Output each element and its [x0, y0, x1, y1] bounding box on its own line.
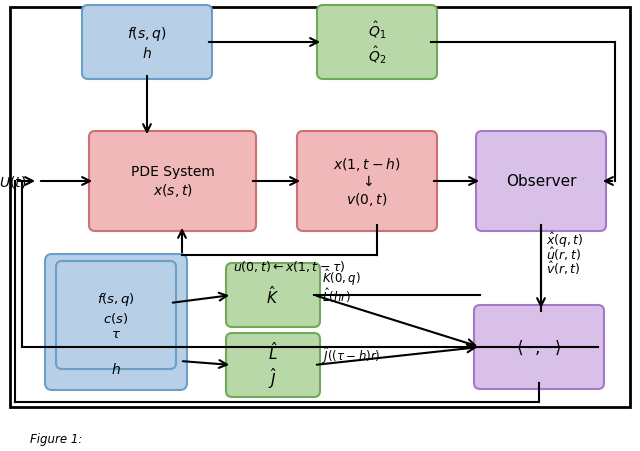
Text: $\hat{J}((\tau-h)r)$: $\hat{J}((\tau-h)r)$	[322, 345, 381, 366]
Text: $f(s,q)$
$c(s)$
$\tau$: $f(s,q)$ $c(s)$ $\tau$	[97, 290, 135, 340]
FancyBboxPatch shape	[226, 333, 320, 397]
Text: Figure 1:: Figure 1:	[30, 433, 83, 446]
Text: $\hat{K}$: $\hat{K}$	[266, 285, 280, 306]
FancyBboxPatch shape	[476, 132, 606, 231]
Text: $h$: $h$	[111, 362, 121, 377]
Text: $\hat{K}(0,q)$: $\hat{K}(0,q)$	[322, 267, 361, 288]
FancyBboxPatch shape	[45, 254, 187, 390]
FancyBboxPatch shape	[89, 132, 256, 231]
Text: $\hat{v}(r,t)$: $\hat{v}(r,t)$	[546, 259, 580, 276]
Text: PDE System
$x(s,t)$: PDE System $x(s,t)$	[131, 165, 214, 198]
Text: $\langle \cdot, \cdot \rangle$: $\langle \cdot, \cdot \rangle$	[516, 338, 562, 356]
FancyBboxPatch shape	[226, 263, 320, 327]
Text: $x(1,t-h)$
$\downarrow$
$v(0,t)$: $x(1,t-h)$ $\downarrow$ $v(0,t)$	[333, 155, 401, 208]
Text: $\hat{x}(q,t)$: $\hat{x}(q,t)$	[546, 230, 584, 249]
FancyBboxPatch shape	[474, 305, 604, 389]
Text: $\hat{u}(r,t)$: $\hat{u}(r,t)$	[546, 245, 581, 262]
Text: $U(t)$: $U(t)$	[0, 174, 26, 189]
Bar	[10, 8, 630, 407]
Text: $f(s,q)$
$h$: $f(s,q)$ $h$	[127, 25, 167, 60]
Text: $\hat{L}(hr)$: $\hat{L}(hr)$	[322, 286, 351, 305]
Text: $\hat{L}$
$\hat{J}$: $\hat{L}$ $\hat{J}$	[268, 340, 278, 391]
Text: $u(0,t) \leftarrow x(1,t-\tau)$: $u(0,t) \leftarrow x(1,t-\tau)$	[233, 258, 345, 273]
FancyBboxPatch shape	[56, 262, 176, 369]
Text: $\hat{Q}_1$
$\hat{Q}_2$: $\hat{Q}_1$ $\hat{Q}_2$	[368, 19, 386, 66]
Text: Observer: Observer	[506, 174, 576, 189]
FancyBboxPatch shape	[82, 6, 212, 80]
FancyBboxPatch shape	[317, 6, 437, 80]
FancyBboxPatch shape	[297, 132, 437, 231]
